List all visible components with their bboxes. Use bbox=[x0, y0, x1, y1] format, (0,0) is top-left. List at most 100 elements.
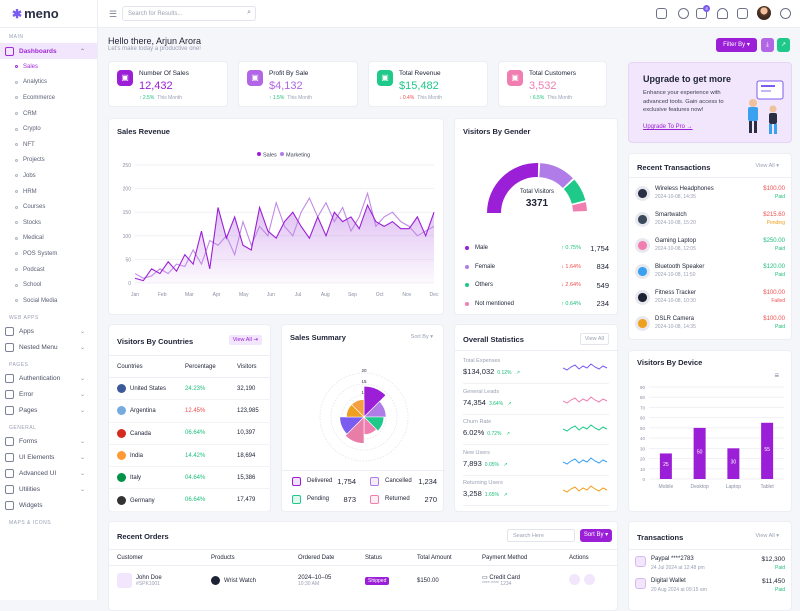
sales-revenue-card: Sales Revenue Sales Marketing 0 50 100 150 200… bbox=[108, 118, 444, 315]
sparkline bbox=[563, 456, 608, 465]
chevron-down-icon: ⌄ bbox=[79, 329, 85, 335]
card-title: Recent Orders bbox=[117, 532, 169, 541]
column-header: Customer bbox=[109, 549, 203, 566]
search-input[interactable]: Search for Results... ⌕ bbox=[122, 6, 256, 21]
sort-dropdown[interactable]: Sort By ▾ bbox=[410, 334, 433, 340]
sidebar-subitem[interactable]: School bbox=[0, 277, 97, 293]
download-button[interactable]: ⤓ bbox=[761, 38, 774, 52]
sidebar-subitem[interactable]: Analytics bbox=[0, 75, 97, 91]
view-all-button[interactable]: View All ▾ bbox=[755, 163, 779, 169]
y-tick-label: 50 bbox=[125, 257, 131, 263]
sidebar-item-advui[interactable]: Advanced UI ⌄ bbox=[0, 466, 97, 482]
sidebar-item-nested[interactable]: Nested Menu ⌄ bbox=[0, 340, 97, 356]
avatar[interactable] bbox=[757, 6, 771, 20]
table-row[interactable]: Italy 04.64% 15,386 bbox=[109, 466, 271, 490]
transaction-item[interactable]: Fitness Tracker 2024-10-08, 10:30 $100.00 F… bbox=[635, 288, 785, 314]
trend-arrow-icon: ↓ bbox=[561, 282, 566, 288]
sparkline-path bbox=[563, 395, 608, 404]
transaction-item[interactable]: DSLR Camera 2024-10-08, 14:35 $100.00 Paid bbox=[635, 314, 785, 340]
product-image bbox=[635, 290, 650, 305]
bar-value-label: 25 bbox=[663, 462, 669, 468]
legend-dot bbox=[465, 301, 469, 306]
sidebar-subitem[interactable]: Courses bbox=[0, 199, 97, 215]
sidebar-subitem[interactable]: Crypto bbox=[0, 121, 97, 137]
edit-icon[interactable] bbox=[584, 574, 595, 586]
transaction-item[interactable]: Paypal ****2783 24 Jul 2024 at 12:48 pm $1… bbox=[635, 554, 785, 580]
sidebar-subitem[interactable]: CRM bbox=[0, 106, 97, 122]
x-tick-label: Feb bbox=[158, 292, 167, 298]
language-icon[interactable] bbox=[656, 8, 667, 19]
r-tick-label: 15 bbox=[361, 379, 367, 384]
sidebar-subitem[interactable]: Medical bbox=[0, 231, 97, 247]
layers-icon bbox=[5, 343, 14, 352]
upgrade-link[interactable]: Upgrade To Pro → bbox=[643, 124, 693, 130]
sidebar-subitem[interactable]: Jobs bbox=[0, 168, 97, 184]
sidebar-subitem[interactable]: POS System bbox=[0, 246, 97, 262]
sidebar-item-pages[interactable]: Pages ⌄ bbox=[0, 403, 97, 419]
view-all-button[interactable]: View All ⇥ bbox=[228, 335, 262, 345]
view-all-button[interactable]: View All ▾ bbox=[755, 533, 779, 539]
sort-button[interactable]: Sort By ▾ bbox=[580, 529, 612, 542]
sidebar-subitem[interactable]: Podcast bbox=[0, 262, 97, 278]
transaction-item[interactable]: Wireless Headphones 2024-10-08, 14:35 $100… bbox=[635, 184, 785, 210]
table-row[interactable]: India 14.42% 18,694 bbox=[109, 444, 271, 468]
flag-icon bbox=[117, 495, 126, 505]
sidebar-subitem[interactable]: NFT bbox=[0, 137, 97, 153]
view-icon[interactable] bbox=[569, 574, 580, 586]
legend-marker bbox=[280, 152, 284, 156]
sidebar-item-utilities[interactable]: Utilities ⌄ bbox=[0, 482, 97, 498]
sidebar-subitem[interactable]: Stocks bbox=[0, 215, 97, 231]
sidebar-item-dashboards[interactable]: Dashboards ⌃ bbox=[0, 43, 97, 59]
stat-icon: ▣ bbox=[507, 70, 523, 86]
sidebar-subitem[interactable]: Projects bbox=[0, 153, 97, 169]
bullet-icon bbox=[15, 221, 18, 225]
table-row[interactable]: Germany 06.64% 17,479 bbox=[109, 488, 271, 512]
filter-button[interactable]: Filter By ▾ bbox=[716, 38, 757, 52]
table-row[interactable]: Canada 06.64% 10,397 bbox=[109, 422, 271, 445]
legend-label: Sales bbox=[263, 153, 277, 159]
transaction-item[interactable]: Digital Wallet 20 Aug 2024 at 09:15 am $11… bbox=[635, 576, 785, 602]
app-logo[interactable]: ✱ meno bbox=[0, 0, 97, 28]
menu-icon[interactable]: ≡ bbox=[774, 371, 779, 380]
sidebar-subitem[interactable]: Sales bbox=[0, 59, 97, 75]
table-row[interactable]: United States 24.23% 32,190 bbox=[109, 377, 271, 401]
sidebar-item-apps[interactable]: Apps ⌄ bbox=[0, 324, 97, 340]
polar-slice bbox=[363, 385, 387, 418]
transaction-item[interactable]: Bluetooth Speaker 2024-10-08, 11:50 $120.0… bbox=[635, 262, 785, 288]
menu-toggle-icon[interactable]: ☰ bbox=[109, 9, 118, 19]
sidebar-item-forms[interactable]: Forms ⌄ bbox=[0, 434, 97, 450]
sidebar-item-ui[interactable]: UI Elements ⌄ bbox=[0, 450, 97, 466]
trend-up-icon: ↗ bbox=[504, 431, 511, 437]
cart-icon[interactable]: 4 bbox=[696, 5, 710, 19]
table-row[interactable]: Argentina 12.45% 123,985 bbox=[109, 399, 271, 423]
upgrade-title: Upgrade to get more bbox=[643, 74, 732, 84]
summary-icon bbox=[292, 476, 301, 486]
product-image bbox=[635, 264, 650, 279]
stat-card: ▣ Total Revenue $15,482 ↓ 0.4% This Month bbox=[368, 61, 488, 107]
sidebar-subitem[interactable]: HRM bbox=[0, 184, 97, 200]
stat-icon: ▣ bbox=[117, 70, 133, 86]
orders-search-input[interactable]: Search Here bbox=[507, 529, 575, 542]
gear-icon[interactable] bbox=[780, 8, 791, 19]
fullscreen-icon[interactable] bbox=[737, 8, 748, 19]
gauge-segment bbox=[572, 202, 587, 212]
summary-icon bbox=[370, 476, 379, 486]
export-button[interactable]: ↗ bbox=[777, 38, 790, 52]
transaction-item[interactable]: Gaming Laptop 2024-10-08, 12:05 $250.00 Pai… bbox=[635, 236, 785, 262]
chart-legend: Sales Marketing bbox=[257, 152, 310, 159]
moon-icon[interactable] bbox=[678, 8, 689, 19]
bell-icon[interactable] bbox=[717, 8, 728, 19]
sidebar-item-error[interactable]: Error ⌄ bbox=[0, 387, 97, 403]
y-tick-label: 10 bbox=[640, 467, 646, 472]
view-all-button[interactable]: View All bbox=[579, 333, 609, 345]
watch-icon bbox=[211, 576, 220, 586]
transaction-item[interactable]: Smartwatch 2024-10-08, 15:20 $215.60 Pendin… bbox=[635, 210, 785, 236]
sidebar-subitem[interactable]: Ecommerce bbox=[0, 90, 97, 106]
order-time: 10:30 AM bbox=[298, 580, 320, 587]
table-row[interactable]: John Doe #SPK1001 Wrist Watch 2024–10–05 1… bbox=[109, 566, 617, 596]
card-title: Overall Statistics bbox=[463, 335, 524, 344]
card-title: Sales Summary bbox=[290, 333, 346, 342]
sidebar-subitem[interactable]: Social Media bbox=[0, 293, 97, 309]
sidebar-item-widgets[interactable]: Widgets bbox=[0, 498, 97, 514]
sidebar-item-auth[interactable]: Authentication ⌄ bbox=[0, 371, 97, 387]
